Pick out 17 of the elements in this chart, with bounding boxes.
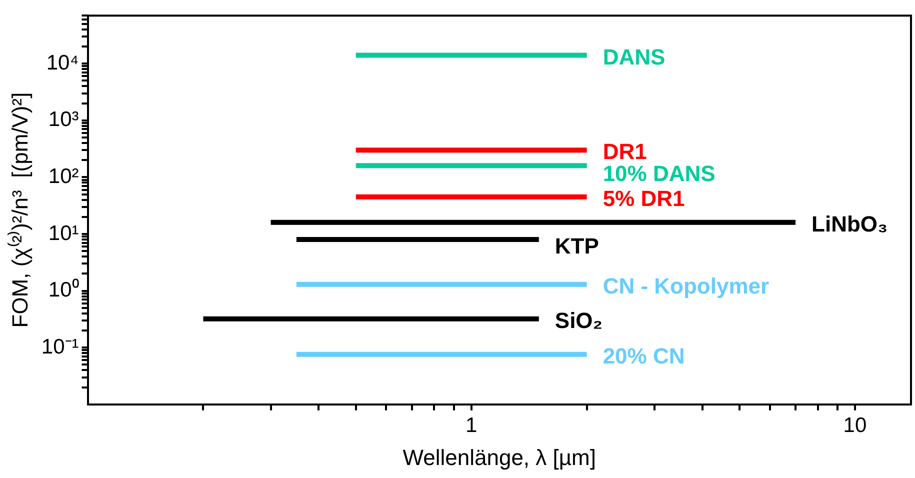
x-axis-title: Wellenlänge, λ [µm] xyxy=(402,444,596,470)
series-label: CN - Kopolymer xyxy=(602,273,770,298)
series-label: 20% CN xyxy=(602,343,685,368)
series-label: DANS xyxy=(602,44,666,70)
x-tick-label: 1 xyxy=(466,414,478,437)
series-label: KTP xyxy=(554,233,599,258)
x-tick-label: 10 xyxy=(843,414,867,437)
y-axis-title: FOM, (χ⁽²⁾)²/n³ [(pm/V)²] xyxy=(7,92,32,328)
y-tick-label: 10⁴ xyxy=(46,51,79,74)
series-label: LiNbO₃ xyxy=(812,211,888,236)
y-tick-label: 10¹ xyxy=(48,222,79,245)
y-tick-label: 10⁰ xyxy=(48,278,79,302)
y-tick-label: 10³ xyxy=(48,108,79,132)
series-label: 5% DR1 xyxy=(602,186,685,211)
series-label: SiO₂ xyxy=(554,308,603,333)
y-tick-label: 10⁻¹ xyxy=(41,335,79,358)
y-tick-label: 10² xyxy=(48,165,79,188)
